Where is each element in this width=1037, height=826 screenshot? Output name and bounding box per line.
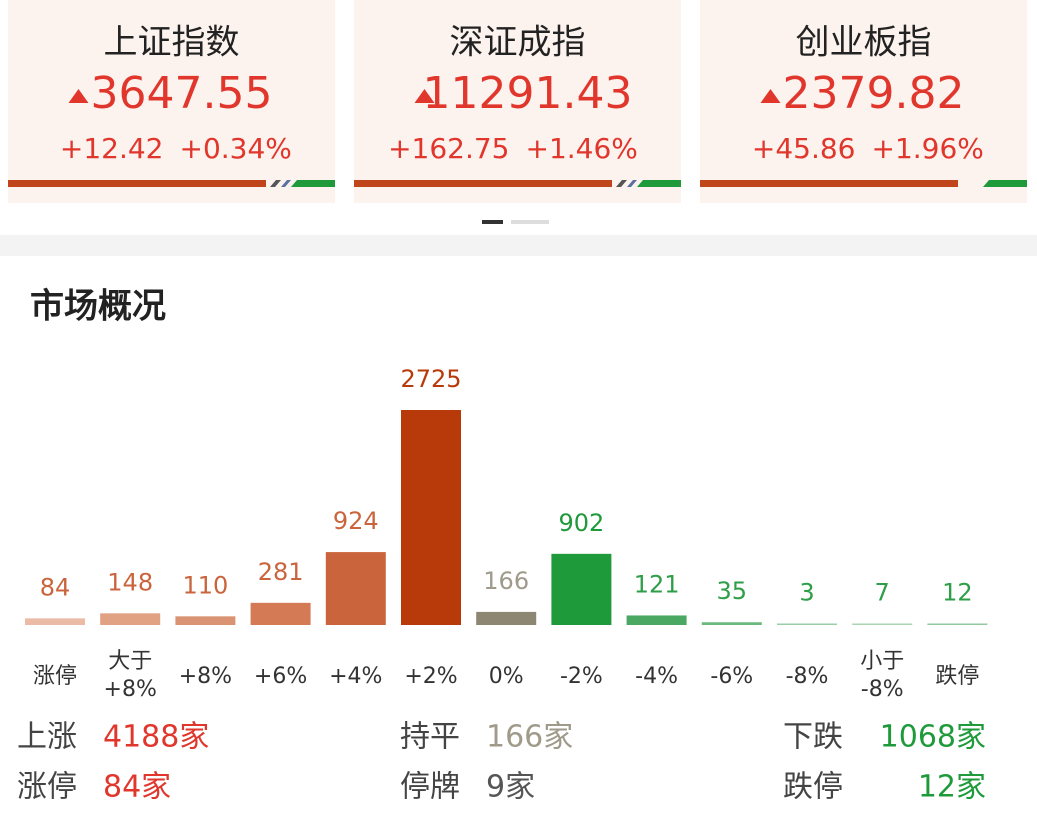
x-tick-label: -4% — [635, 664, 678, 689]
value-label: 121 — [634, 570, 680, 598]
x-tick-label: +6% — [254, 664, 307, 689]
trend-bar-up — [700, 180, 958, 187]
value-label: 2725 — [400, 365, 461, 393]
index-value: 11291.43 — [423, 68, 633, 119]
trend-bar-down — [291, 180, 335, 187]
trend-bar-up — [8, 180, 266, 187]
summary-value: 9家 — [486, 770, 535, 805]
x-tick-label: -2% — [560, 664, 603, 689]
bar — [701, 622, 762, 625]
value-label: 3 — [799, 579, 814, 607]
summary-value: 12家 — [918, 770, 986, 805]
index-change: +162.75 — [388, 132, 509, 165]
chart-title: 市场概况 — [30, 287, 166, 327]
summary-label: 下跌 — [783, 720, 843, 755]
summary-value: 84家 — [103, 770, 171, 805]
value-label: 7 — [875, 579, 890, 607]
summary-value: 1068家 — [880, 720, 986, 755]
page-dot — [511, 220, 549, 224]
index-value: 3647.55 — [91, 68, 273, 119]
x-tick-label: -8% — [786, 664, 829, 689]
trend-flat — [270, 180, 281, 187]
bar — [852, 623, 913, 625]
index-change: +45.86 — [752, 132, 856, 165]
index-card[interactable] — [8, 0, 335, 203]
x-tick-label: +4% — [329, 664, 382, 689]
index-percent: +1.96% — [872, 132, 984, 165]
index-name: 上证指数 — [104, 23, 240, 63]
bar — [100, 613, 161, 625]
summary-label: 上涨 — [17, 720, 77, 755]
bar — [551, 553, 612, 625]
x-tick-label: 跌停 — [935, 664, 979, 689]
value-label: 110 — [182, 571, 228, 599]
summary-value: 166家 — [486, 720, 573, 755]
bar — [777, 623, 837, 625]
x-tick-label: +2% — [404, 664, 457, 689]
x-tick-label: 涨停 — [33, 664, 77, 689]
index-percent: +0.34% — [180, 132, 292, 165]
trend-flat — [616, 180, 627, 187]
value-label: 166 — [483, 567, 529, 595]
up-arrow — [760, 89, 781, 103]
index-value: 2379.82 — [783, 68, 965, 119]
x-tick-label: 小于-8% — [860, 649, 904, 702]
bar — [626, 615, 687, 625]
value-label: 84 — [40, 573, 71, 601]
x-tick-label: 0% — [489, 664, 524, 689]
x-tick-label: -6% — [710, 664, 753, 689]
index-card[interactable] — [354, 0, 681, 203]
up-arrow — [414, 89, 435, 103]
trend-flat — [627, 180, 637, 187]
value-label: 924 — [333, 507, 379, 535]
summary-label: 涨停 — [17, 770, 77, 805]
trend-bar-up — [354, 180, 612, 187]
value-label: 281 — [258, 558, 304, 586]
value-label: 148 — [107, 568, 153, 596]
bar — [250, 602, 311, 625]
up-arrow — [68, 89, 89, 103]
value-label: 35 — [717, 577, 748, 605]
x-tick-label: 大于+8% — [104, 649, 157, 702]
trend-bar-down — [983, 180, 1027, 187]
bar — [476, 611, 537, 625]
index-name: 深证成指 — [450, 23, 586, 63]
index-name: 创业板指 — [796, 23, 932, 63]
bar — [927, 623, 988, 625]
bar — [401, 410, 461, 625]
index-change: +12.42 — [60, 132, 164, 165]
value-label: 12 — [942, 579, 973, 607]
page-dot-active — [482, 220, 503, 224]
summary-value: 4188家 — [103, 720, 209, 755]
summary-label: 跌停 — [783, 770, 843, 805]
summary-label: 停牌 — [400, 770, 460, 805]
index-percent: +1.46% — [526, 132, 638, 165]
bar — [175, 616, 236, 625]
value-label: 902 — [558, 509, 604, 537]
x-tick-label: +8% — [179, 664, 232, 689]
summary-label: 持平 — [400, 720, 460, 755]
divider — [0, 235, 1037, 256]
index-card[interactable] — [700, 0, 1027, 203]
bar — [25, 618, 85, 625]
bar — [325, 552, 386, 625]
trend-flat — [281, 180, 291, 187]
trend-bar-down — [637, 180, 681, 187]
